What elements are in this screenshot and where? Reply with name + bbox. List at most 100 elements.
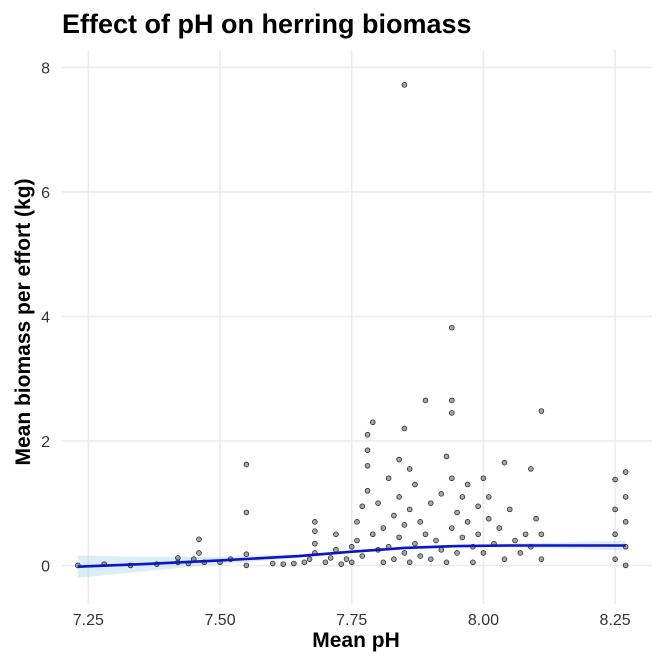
data-point xyxy=(417,519,424,525)
data-point xyxy=(512,537,518,544)
tick-labels-layer: 7.25 7.50 7.75 8.00 8.25 0 2 4 6 8 xyxy=(41,60,631,629)
data-point xyxy=(443,559,450,566)
data-point xyxy=(454,550,460,556)
data-point xyxy=(380,525,387,531)
data-point xyxy=(348,543,355,550)
data-point xyxy=(406,466,413,472)
y-tick-label: 8 xyxy=(41,60,50,77)
data-point xyxy=(464,519,471,525)
trend-line-layer xyxy=(77,544,626,568)
data-point xyxy=(459,494,466,500)
data-point xyxy=(449,475,455,482)
data-point xyxy=(470,559,476,566)
data-point xyxy=(612,531,618,538)
data-point xyxy=(243,461,250,468)
data-point xyxy=(364,447,371,454)
data-point xyxy=(422,397,429,404)
data-point xyxy=(401,550,408,556)
trend-line xyxy=(77,544,626,568)
data-point xyxy=(312,540,318,547)
data-point xyxy=(243,509,250,516)
data-point xyxy=(538,408,545,414)
data-point xyxy=(269,560,276,567)
data-point xyxy=(528,466,534,472)
data-point xyxy=(449,397,455,404)
data-point xyxy=(375,500,381,506)
data-point xyxy=(538,531,545,538)
data-point xyxy=(427,556,434,562)
data-point xyxy=(312,528,318,534)
data-point xyxy=(485,515,492,522)
data-point xyxy=(391,512,397,519)
y-tick-label: 4 xyxy=(41,309,50,326)
data-point xyxy=(427,500,434,506)
y-tick-label: 6 xyxy=(41,185,50,202)
data-point xyxy=(301,559,308,566)
data-point xyxy=(401,82,408,88)
data-point xyxy=(496,525,503,531)
data-point xyxy=(306,556,313,562)
data-point xyxy=(612,506,618,513)
data-point xyxy=(364,463,371,469)
data-point xyxy=(501,556,508,562)
data-point xyxy=(175,555,181,561)
data-point xyxy=(449,324,455,331)
data-point xyxy=(622,494,629,500)
data-point xyxy=(370,531,376,538)
data-point xyxy=(338,561,344,567)
data-point xyxy=(380,559,387,566)
grid-layer xyxy=(62,50,652,604)
data-point xyxy=(485,494,492,500)
data-point xyxy=(243,551,250,558)
data-point xyxy=(480,475,487,482)
data-point xyxy=(280,561,287,567)
data-point xyxy=(196,550,202,556)
x-tick-label: 7.25 xyxy=(73,612,104,629)
data-point xyxy=(396,456,402,463)
data-point xyxy=(433,537,439,544)
data-point xyxy=(417,553,424,559)
data-point xyxy=(517,550,524,556)
data-point xyxy=(333,531,339,538)
data-point xyxy=(454,509,460,516)
data-point xyxy=(612,556,618,562)
data-point xyxy=(359,503,366,510)
x-tick-label: 8.25 xyxy=(600,612,631,629)
data-point xyxy=(449,410,455,416)
data-point xyxy=(401,425,408,432)
data-point xyxy=(196,536,202,543)
data-point xyxy=(538,556,545,562)
data-point xyxy=(412,540,418,547)
x-tick-label: 8.00 xyxy=(468,612,499,629)
data-point xyxy=(406,559,413,566)
y-tick-label: 2 xyxy=(41,434,50,451)
data-point xyxy=(348,559,355,566)
data-point xyxy=(396,494,402,500)
x-tick-label: 7.75 xyxy=(336,612,367,629)
data-point xyxy=(459,534,466,541)
y-tick-label: 0 xyxy=(41,558,50,575)
data-point xyxy=(475,531,481,538)
x-axis-label: Mean pH xyxy=(312,629,400,652)
data-point xyxy=(359,553,366,559)
data-point xyxy=(622,562,629,569)
data-point xyxy=(364,487,371,494)
data-point xyxy=(327,555,334,561)
data-point xyxy=(243,562,250,569)
data-point xyxy=(464,481,471,488)
chart-title: Effect of pH on herring biomass xyxy=(62,9,472,39)
data-point xyxy=(438,491,445,497)
data-point xyxy=(622,469,629,475)
data-point xyxy=(322,559,329,566)
data-point xyxy=(312,519,318,525)
x-tick-label: 7.50 xyxy=(204,612,235,629)
data-point xyxy=(501,459,508,466)
data-point xyxy=(438,547,445,553)
data-point xyxy=(354,519,360,525)
data-point xyxy=(343,556,350,562)
y-axis-label: Mean biomass per effort (kg) xyxy=(12,178,35,465)
data-point xyxy=(443,453,450,460)
data-point xyxy=(364,431,371,438)
